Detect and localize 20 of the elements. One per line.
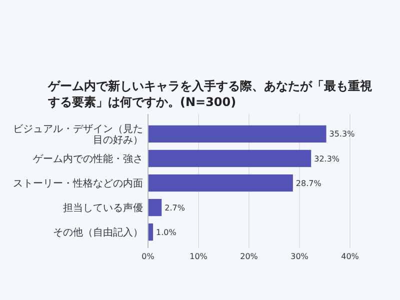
- y-tick-label: ストーリー・性格などの内面: [13, 178, 143, 190]
- bar: [148, 150, 312, 168]
- x-tick-label: 40%: [341, 252, 360, 261]
- chart-title: ゲーム内で新しいキャラを入手する際、あなたが「最も重視する要素」は何ですか。(N=300): [47, 79, 373, 109]
- bar: [148, 125, 326, 143]
- y-tick-label: ゲーム内での性能・強さ: [33, 152, 143, 165]
- data-label: 1.0%: [156, 228, 177, 237]
- data-label: 35.3%: [329, 130, 356, 139]
- x-tick-label: 0%: [142, 252, 155, 261]
- y-tick-label: その他（自由記入）: [53, 226, 143, 239]
- bar: [148, 174, 293, 192]
- x-tick-label: 10%: [190, 252, 208, 261]
- data-label: 32.3%: [314, 154, 340, 164]
- y-tick-label: ビジュアル・デザイン（見た目の好み）: [13, 124, 143, 146]
- data-label: 2.7%: [164, 203, 186, 212]
- x-tick-label: 20%: [240, 252, 258, 261]
- x-tick-label: 30%: [290, 252, 309, 261]
- bar: [148, 198, 162, 216]
- data-label: 28.7%: [296, 178, 322, 188]
- y-tick-label: 担当している声優: [63, 202, 143, 214]
